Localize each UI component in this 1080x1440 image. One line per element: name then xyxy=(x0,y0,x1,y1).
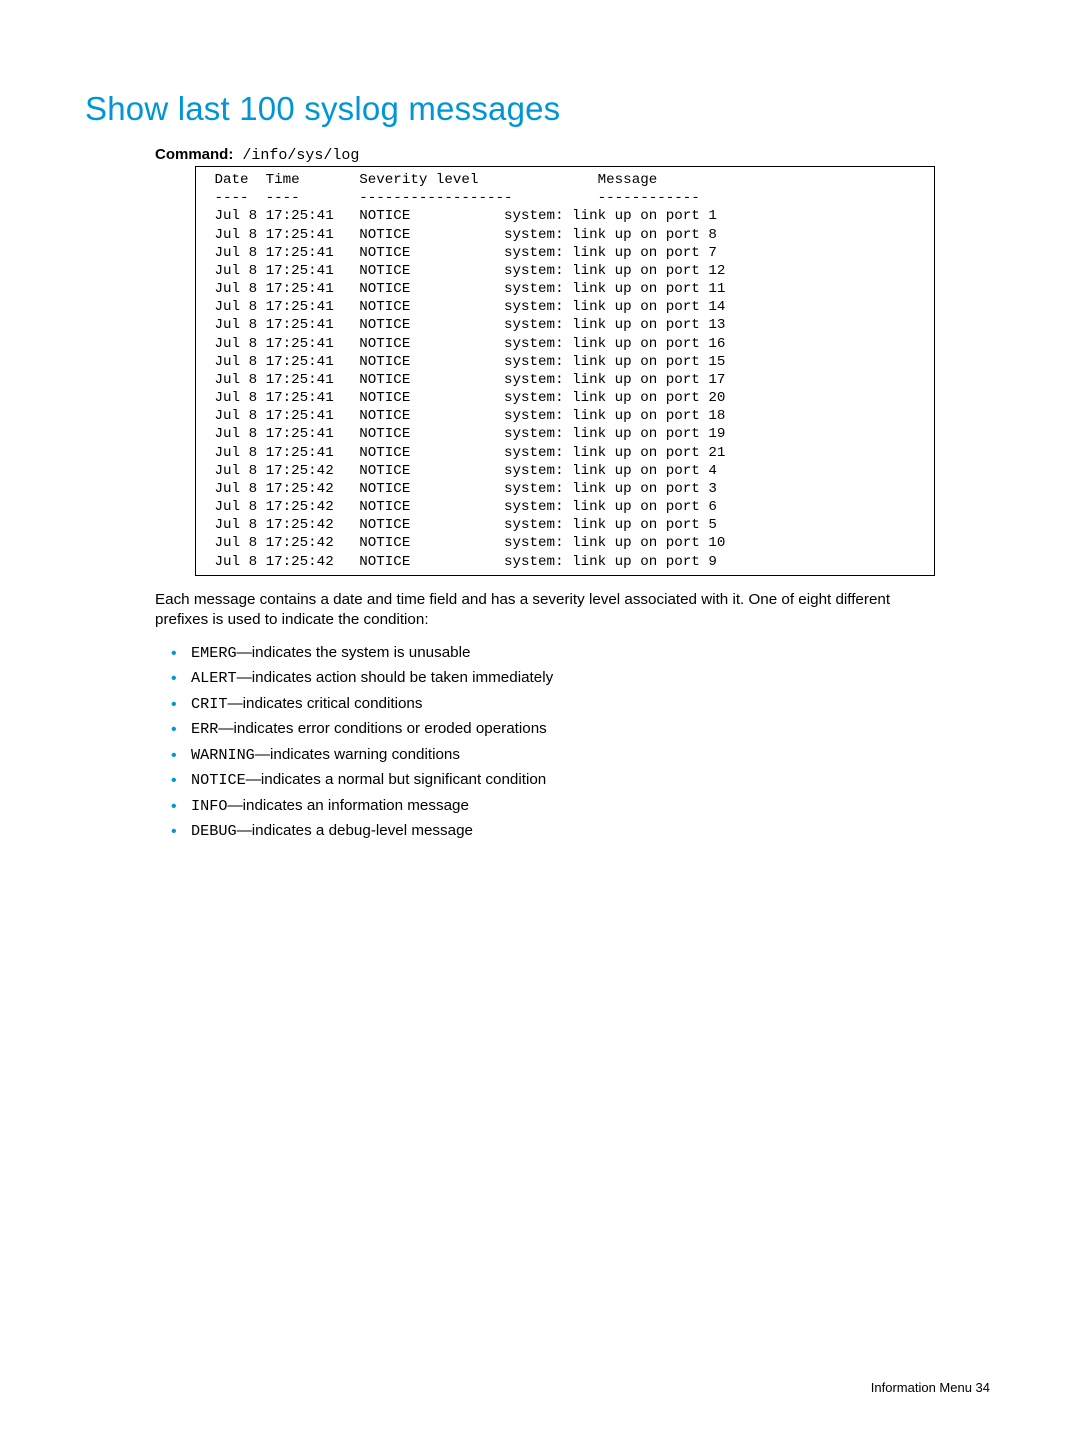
page-footer: Information Menu 34 xyxy=(871,1380,990,1395)
intro-paragraph: Each message contains a date and time fi… xyxy=(155,590,925,631)
severity-desc: —indicates warning conditions xyxy=(255,746,460,763)
page-title: Show last 100 syslog messages xyxy=(85,90,995,128)
severity-desc: —indicates the system is unusable xyxy=(237,644,471,661)
severity-list: EMERG—indicates the system is unusableAL… xyxy=(155,643,925,842)
page: Show last 100 syslog messages Command: /… xyxy=(0,0,1080,1440)
syslog-rows: Jul 8 17:25:41 NOTICE system: link up on… xyxy=(206,208,725,569)
severity-desc: —indicates a normal but significant cond… xyxy=(246,771,547,788)
severity-desc: —indicates an information message xyxy=(227,797,468,814)
severity-code: WARNING xyxy=(191,746,255,764)
severity-desc: —indicates a debug-level message xyxy=(237,822,473,839)
severity-code: NOTICE xyxy=(191,771,246,789)
command-line: Command: /info/sys/log xyxy=(155,146,995,164)
severity-code: CRIT xyxy=(191,695,227,713)
severity-desc: —indicates action should be taken immedi… xyxy=(237,669,554,686)
syslog-table: Date Time Severity level Message ---- --… xyxy=(195,166,935,576)
syslog-header: Date Time Severity level Message ---- --… xyxy=(206,172,700,206)
severity-item: EMERG—indicates the system is unusable xyxy=(191,643,925,664)
severity-desc: —indicates error conditions or eroded op… xyxy=(218,720,546,737)
command-label: Command: xyxy=(155,146,233,163)
severity-code: ALERT xyxy=(191,669,237,687)
severity-item: WARNING—indicates warning conditions xyxy=(191,745,925,766)
severity-item: INFO—indicates an information message xyxy=(191,796,925,817)
severity-code: INFO xyxy=(191,797,227,815)
severity-desc: —indicates critical conditions xyxy=(227,695,422,712)
severity-code: DEBUG xyxy=(191,822,237,840)
severity-item: NOTICE—indicates a normal but significan… xyxy=(191,770,925,791)
severity-item: CRIT—indicates critical conditions xyxy=(191,694,925,715)
severity-item: ALERT—indicates action should be taken i… xyxy=(191,668,925,689)
severity-code: EMERG xyxy=(191,644,237,662)
severity-code: ERR xyxy=(191,720,218,738)
severity-item: DEBUG—indicates a debug-level message xyxy=(191,821,925,842)
severity-item: ERR—indicates error conditions or eroded… xyxy=(191,719,925,740)
command-text: /info/sys/log xyxy=(233,147,359,164)
